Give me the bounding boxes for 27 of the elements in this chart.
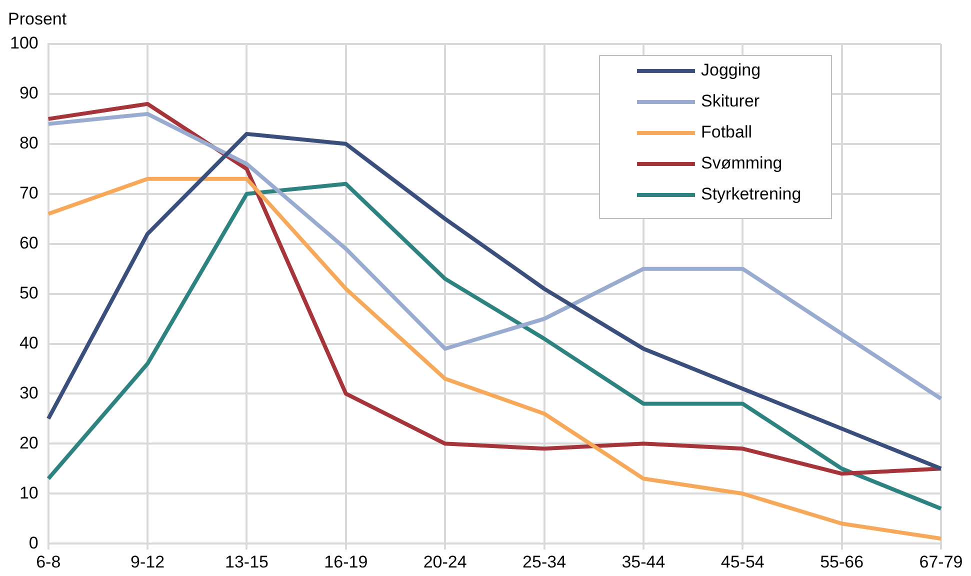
y-tick-label: 30 (19, 383, 38, 402)
x-tick-label: 25-34 (522, 552, 566, 572)
x-tick-label: 35-44 (622, 552, 666, 572)
y-tick-label: 90 (19, 84, 38, 103)
legend-label: Fotball (701, 122, 752, 142)
y-axis-title: Prosent (8, 10, 67, 29)
y-tick-label: 0 (28, 533, 38, 552)
y-tick-label: 80 (19, 134, 38, 153)
legend-label: Skiturer (701, 92, 760, 111)
legend-label: Jogging (701, 60, 761, 80)
y-tick-label: 10 (19, 483, 38, 502)
y-tick-label: 20 (19, 433, 38, 452)
x-tick-label: 9-12 (130, 552, 165, 572)
x-tick-label: 45-54 (720, 552, 764, 572)
y-tick-label: 60 (19, 234, 38, 253)
legend-label: Styrketrening (701, 184, 802, 204)
y-tick-label: 50 (19, 283, 38, 302)
legend-label: Svømming (701, 154, 782, 173)
x-tick-label: 55-66 (820, 552, 864, 572)
x-tick-label: 16-19 (324, 552, 368, 572)
y-tick-label: 70 (19, 184, 38, 203)
x-tick-label: 20-24 (423, 552, 467, 572)
x-tick-label: 6-8 (36, 552, 61, 572)
x-tick-label: 13-15 (224, 552, 268, 572)
x-tick-label: 67-79 (919, 552, 963, 572)
y-tick-label: 100 (10, 34, 38, 53)
y-tick-label: 40 (19, 333, 38, 352)
